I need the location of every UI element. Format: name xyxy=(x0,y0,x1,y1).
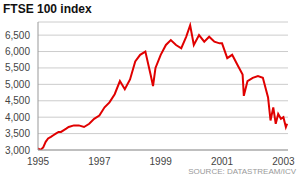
svg-text:1997: 1997 xyxy=(88,156,111,166)
html-text:SOURCE: DATASTREAM/ICV: SOURCE: DATASTREAM/ICV xyxy=(188,167,296,176)
svg-text:6,500: 6,500 xyxy=(8,30,30,41)
svg-text:2001: 2001 xyxy=(211,156,234,166)
html-text:FTSE 100 index: FTSE 100 index xyxy=(3,2,92,16)
svg-text:3,500: 3,500 xyxy=(8,128,30,139)
svg-text:4,500: 4,500 xyxy=(8,95,30,106)
svg-text:2003: 2003 xyxy=(272,156,292,166)
svg-text:3,000: 3,000 xyxy=(8,145,30,156)
svg-text:1995: 1995 xyxy=(27,156,50,166)
svg-text:1999: 1999 xyxy=(150,156,173,166)
svg-text:5,000: 5,000 xyxy=(8,79,30,90)
svg-text:4,000: 4,000 xyxy=(8,112,30,123)
svg-text:6,000: 6,000 xyxy=(8,46,30,57)
svg-text:5,500: 5,500 xyxy=(8,62,30,73)
